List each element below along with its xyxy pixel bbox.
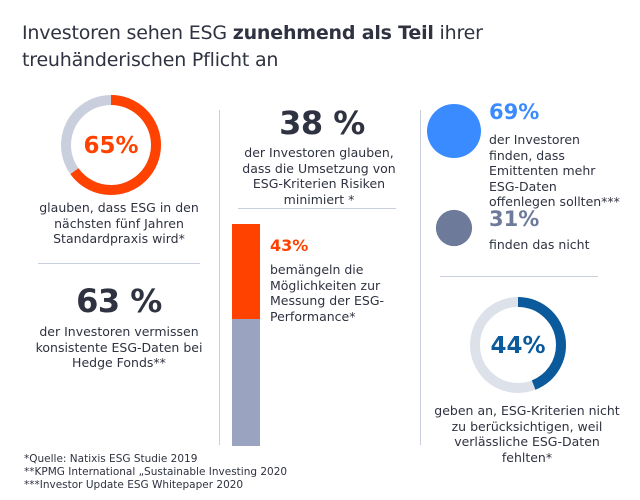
- donut-44-arc: [470, 297, 566, 393]
- divider-col1: [38, 263, 200, 264]
- stat-63-value: 63 %: [76, 282, 162, 320]
- divider-left: [219, 110, 220, 445]
- stat-63-caption: der Investoren vermissen konsistente ESG…: [35, 324, 203, 370]
- stacked-bar-remainder: [232, 319, 260, 446]
- page-title: Investoren sehen ESG zunehmend als Teil …: [22, 20, 622, 74]
- donut-65-chart: 65%: [61, 95, 161, 195]
- bubble-31-label: 31%: [489, 207, 540, 231]
- stat-38-caption: der Investoren glauben, dass die Umsetzu…: [242, 145, 396, 207]
- stat-38-value: 38 %: [279, 104, 365, 142]
- title-line-2: treuhänderischen Pflicht an: [22, 49, 279, 71]
- stacked-bar-43-caption: bemängeln die Möglichkeiten zur Messung …: [270, 262, 385, 324]
- stacked-bar-43-label: 43%: [270, 236, 309, 255]
- title-part-2: ihrer: [433, 22, 483, 44]
- donut-65-label: 65%: [83, 133, 138, 159]
- footnotes: *Quelle: Natixis ESG Studie 2019 **KPMG …: [24, 453, 384, 492]
- bubble-31-caption: finden das nicht: [489, 237, 590, 252]
- donut-44-chart: 44%: [470, 297, 566, 393]
- donut-65-caption: glauben, dass ESG in den nächsten fünf J…: [39, 200, 199, 246]
- donut-44-caption: geben an, ESG-Kriterien nicht zu berücks…: [434, 403, 620, 465]
- donut-44-label: 44%: [490, 333, 545, 359]
- title-bold: zunehmend als Teil: [232, 22, 434, 44]
- title-part-1: Investoren sehen ESG: [22, 22, 233, 44]
- bubble-69-label: 69%: [489, 100, 540, 124]
- footnote-1: *Quelle: Natixis ESG Studie 2019: [24, 453, 198, 465]
- donut-65-arc: [61, 95, 161, 195]
- footnote-2: **KPMG International „Sustainable Invest…: [24, 466, 288, 478]
- divider-col2: [238, 208, 396, 209]
- stacked-bar-value-segment: [232, 224, 260, 319]
- bubble-69-caption: der Investoren finden, dass Emittenten m…: [489, 132, 620, 209]
- divider-right: [420, 110, 421, 445]
- bubble-31: [435, 209, 473, 247]
- bubble-31-circle: [435, 209, 473, 247]
- divider-col3: [440, 276, 598, 277]
- bubble-69: [427, 104, 481, 158]
- bubble-69-circle: [427, 104, 481, 158]
- footnote-3: ***Investor Update ESG Whitepaper 2020: [24, 479, 244, 491]
- stacked-bar-43: [232, 224, 260, 446]
